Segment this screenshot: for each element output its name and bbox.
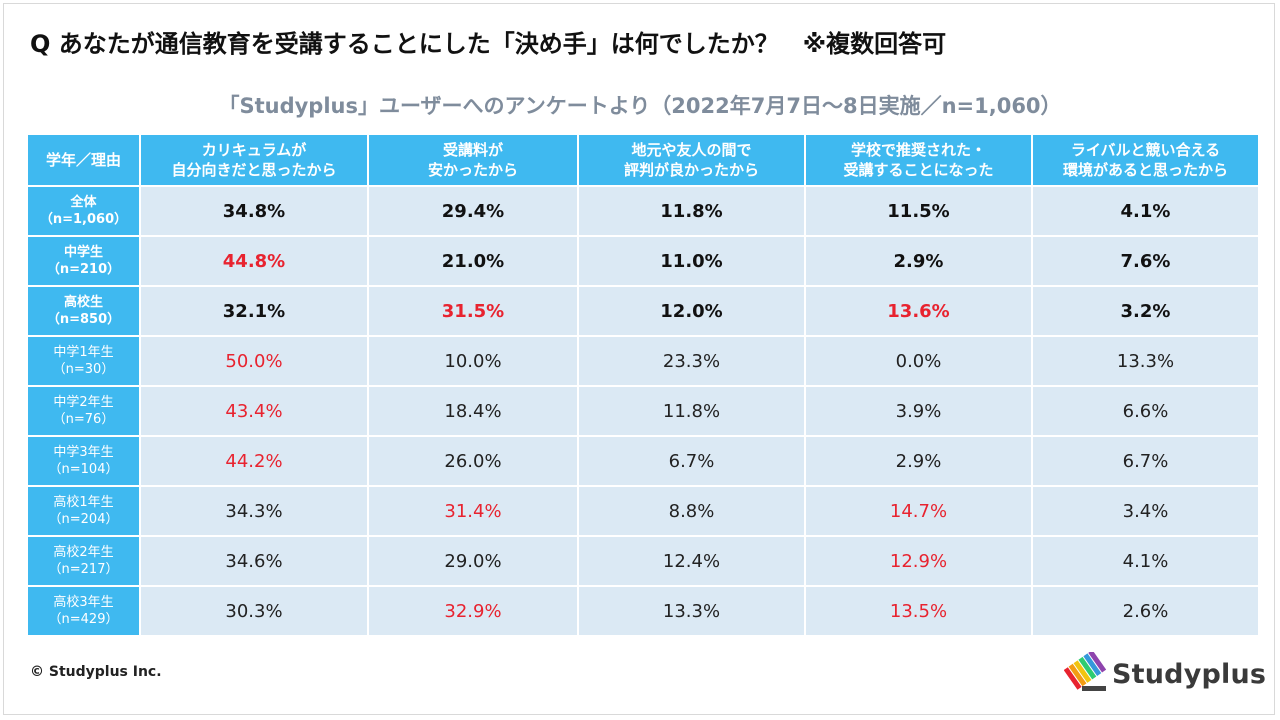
table-row: 高校1年生 （n=204） 34.3% 31.4% 8.8% 14.7% 3.4% [26,485,1260,537]
table-cell: 12.9% [804,535,1033,587]
table-cell: 4.1% [1031,185,1260,237]
table-cell: 43.4% [139,385,369,437]
table-cell: 8.8% [577,485,806,537]
copyright-text: © Studyplus Inc. [30,664,162,680]
column-header: 受講料が 安かったから [367,133,579,187]
table-cell: 3.9% [804,385,1033,437]
table-cell: 13.3% [1031,335,1260,387]
table-cell: 13.6% [804,285,1033,337]
row-label: 高校2年生 （n=217） [26,535,141,587]
table-cell: 11.8% [577,185,806,237]
logo-text: Studyplus [1112,658,1267,690]
table-cell: 0.0% [804,335,1033,387]
table-cell: 29.4% [367,185,579,237]
slide-frame [3,3,1275,715]
table-cell: 12.0% [577,285,806,337]
table-cell: 29.0% [367,535,579,587]
table-cell: 21.0% [367,235,579,287]
table-cell: 3.2% [1031,285,1260,337]
corner-header: 学年／理由 [26,133,141,187]
row-label: 高校1年生 （n=204） [26,485,141,537]
table-cell: 30.3% [139,585,369,637]
table-cell: 18.4% [367,385,579,437]
table-row: 高校3年生 （n=429） 30.3% 32.9% 13.3% 13.5% 2.6% [26,585,1260,637]
question-title: Q あなたが通信教育を受講することにした「決め手」は何でしたか？ ※複数回答可 [30,30,947,58]
column-header: 地元や友人の間で 評判が良かったから [577,133,806,187]
table-cell: 34.3% [139,485,369,537]
table-cell: 3.4% [1031,485,1260,537]
table-cell: 23.3% [577,335,806,387]
logo-stripe-blue [1083,653,1102,676]
table-cell: 2.9% [804,435,1033,487]
column-header: カリキュラムが 自分向きだと思ったから [139,133,369,187]
table-cell: 44.2% [139,435,369,487]
table-cell: 34.6% [139,535,369,587]
column-header: 学校で推奨された・ 受講することになった [804,133,1033,187]
table-cell: 10.0% [367,335,579,387]
row-label: 中学2年生 （n=76） [26,385,141,437]
table-row: 高校2年生 （n=217） 34.6% 29.0% 12.4% 12.9% 4.1% [26,535,1260,587]
logo-stripe-red [1064,667,1082,690]
studyplus-logo: Studyplus [1064,652,1266,696]
table-cell: 44.8% [139,235,369,287]
column-header: ライバルと競い合える 環境があると思ったから [1031,133,1260,187]
survey-subtitle: 「Studyplus」ユーザーへのアンケートより（2022年7月7日〜8日実施／… [218,94,1062,118]
table-cell: 31.5% [367,285,579,337]
logo-stripe-yellow [1073,660,1092,683]
table-cell: 11.8% [577,385,806,437]
row-label: 中学生 （n=210） [26,235,141,287]
row-label: 全体 （n=1,060） [26,185,141,237]
table-cell: 12.4% [577,535,806,587]
table-row: 中学生 （n=210） 44.8% 21.0% 11.0% 2.9% 7.6% [26,235,1260,287]
studyplus-logo-icon [1064,652,1107,691]
row-label: 高校生 （n=850） [26,285,141,337]
table-cell: 13.3% [577,585,806,637]
table-cell: 13.5% [804,585,1033,637]
table-cell: 14.7% [804,485,1033,537]
table-row: 中学3年生 （n=104） 44.2% 26.0% 6.7% 2.9% 6.7% [26,435,1260,487]
table-cell: 4.1% [1031,535,1260,587]
logo-stripe-purple [1088,652,1107,673]
row-label: 中学3年生 （n=104） [26,435,141,487]
table-cell: 6.7% [1031,435,1260,487]
table-cell: 31.4% [367,485,579,537]
table-cell: 32.1% [139,285,369,337]
table-cell: 32.9% [367,585,579,637]
logo-base [1082,686,1106,691]
row-label: 中学1年生 （n=30） [26,335,141,387]
results-table: 学年／理由 カリキュラムが 自分向きだと思ったから 受講料が 安かったから 地元… [26,133,1260,637]
table-cell: 50.0% [139,335,369,387]
table-cell: 6.6% [1031,385,1260,437]
table-cell: 2.6% [1031,585,1260,637]
logo-stripe-green [1078,656,1097,680]
table-row: 高校生 （n=850） 32.1% 31.5% 12.0% 13.6% 3.2% [26,285,1260,337]
table-cell: 34.8% [139,185,369,237]
table-row: 中学2年生 （n=76） 43.4% 18.4% 11.8% 3.9% 6.6% [26,385,1260,437]
table-header-row: 学年／理由 カリキュラムが 自分向きだと思ったから 受講料が 安かったから 地元… [26,133,1260,187]
table-cell: 2.9% [804,235,1033,287]
row-label: 高校3年生 （n=429） [26,585,141,637]
logo-stripe-orange [1068,663,1087,687]
table-cell: 7.6% [1031,235,1260,287]
table-body: 全体 （n=1,060） 34.8% 29.4% 11.8% 11.5% 4.1% 中学生 … [26,185,1260,637]
table-cell: 26.0% [367,435,579,487]
table-row: 全体 （n=1,060） 34.8% 29.4% 11.8% 11.5% 4.1% [26,185,1260,237]
table-cell: 6.7% [577,435,806,487]
table-row: 中学1年生 （n=30） 50.0% 10.0% 23.3% 0.0% 13.3% [26,335,1260,387]
table-cell: 11.5% [804,185,1033,237]
table-cell: 11.0% [577,235,806,287]
